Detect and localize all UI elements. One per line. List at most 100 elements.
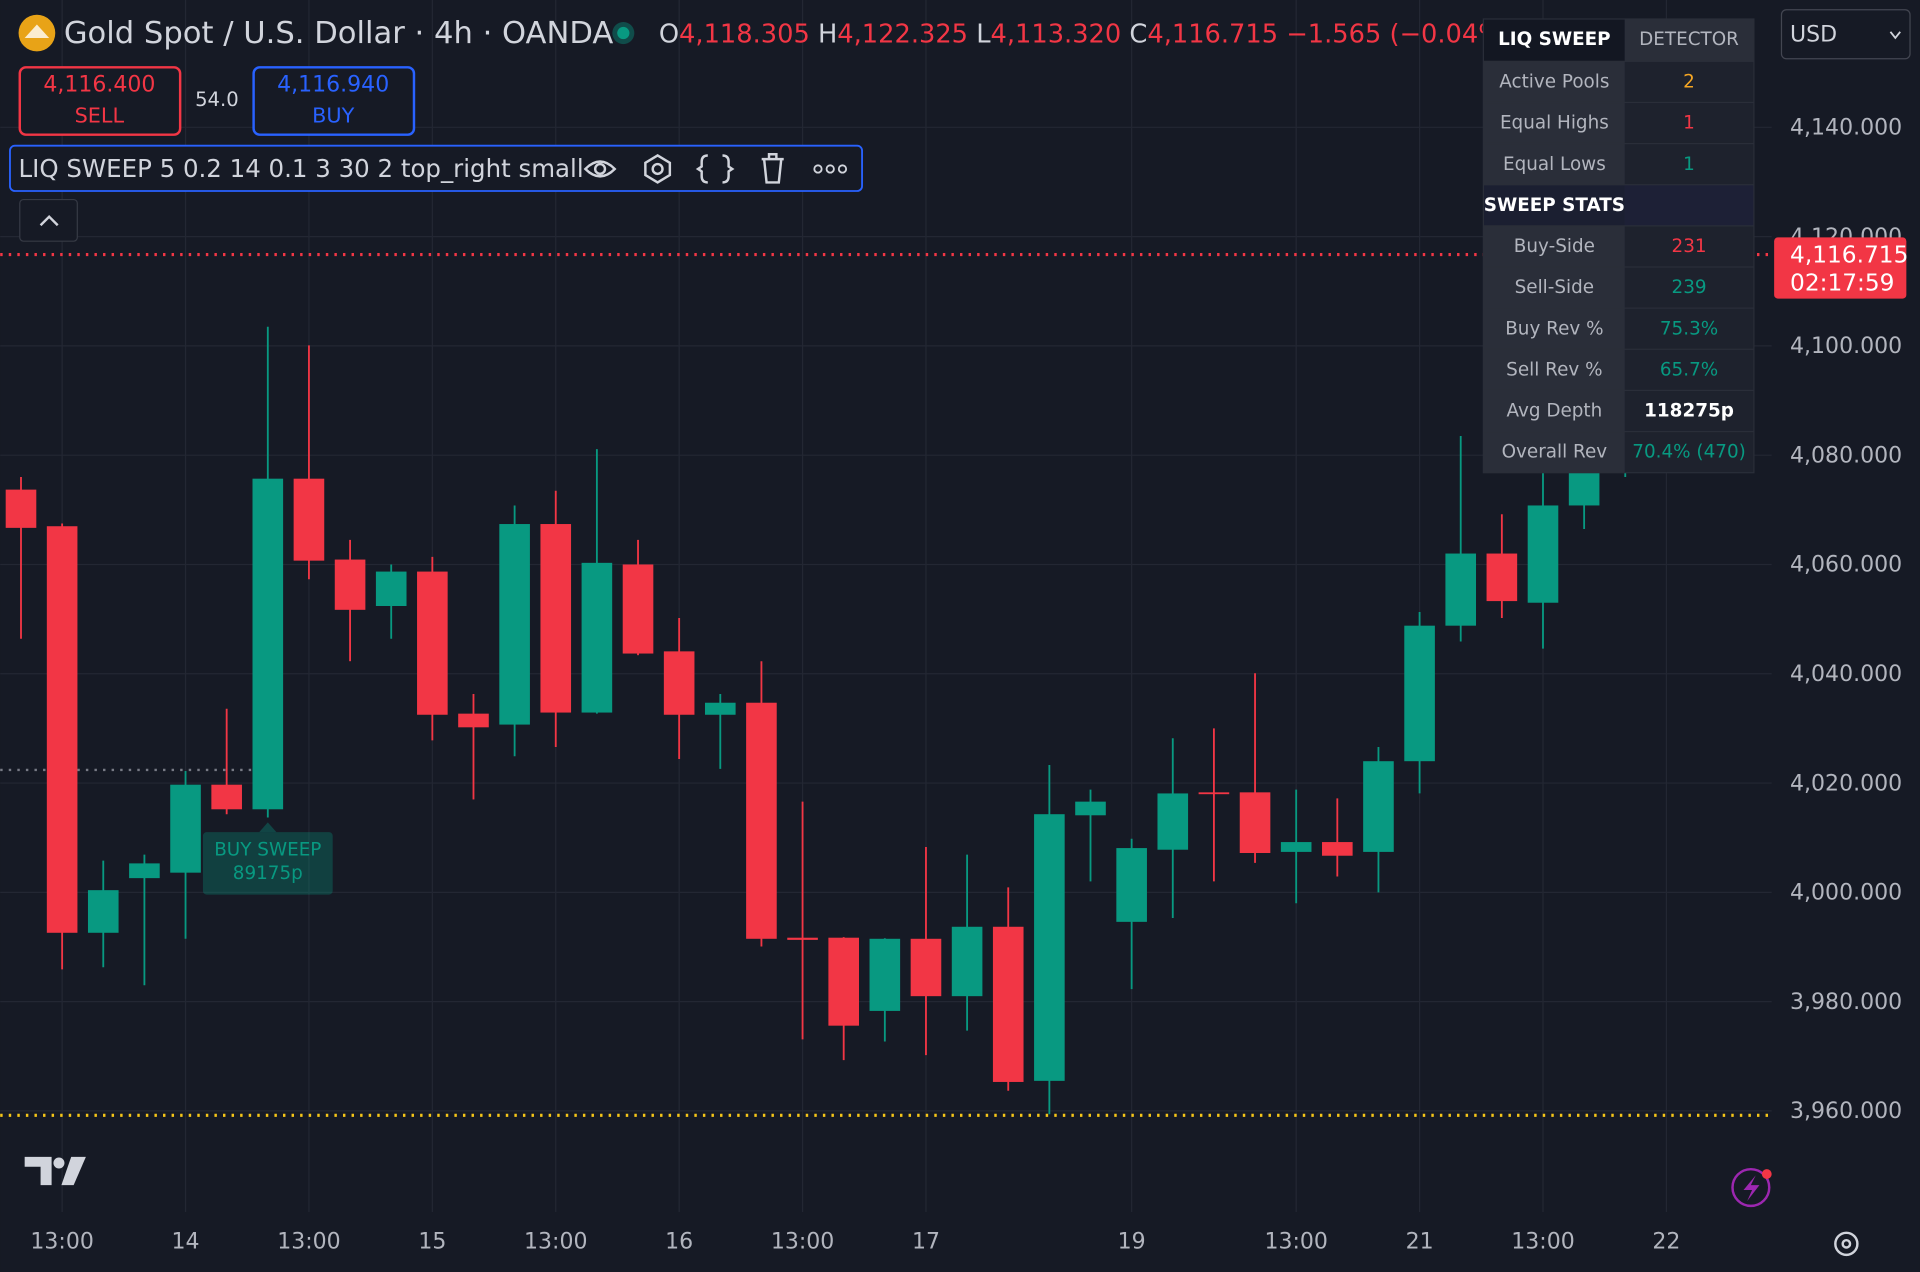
candle-body — [46, 526, 78, 933]
panel-cell — [1624, 185, 1754, 226]
candle-body — [992, 926, 1024, 1082]
x-tick-label: 13:00 — [771, 1230, 834, 1255]
sell-button[interactable]: 4,116.400 SELL — [18, 66, 182, 136]
panel-cell — [1483, 144, 1625, 185]
x-tick-label: 13:00 — [524, 1230, 587, 1255]
candle-body — [252, 478, 284, 810]
buy-button-box[interactable] — [252, 66, 416, 136]
buy-button[interactable]: 4,116.940 BUY — [252, 66, 416, 136]
panel-row-value: 2 — [1683, 72, 1695, 93]
source-icon[interactable] — [695, 154, 735, 184]
y-tick-label: 4,020.000 — [1790, 771, 1902, 796]
candle-body — [746, 702, 777, 939]
currency-dropdown[interactable] — [1780, 9, 1911, 60]
lightning-icon[interactable] — [1731, 1167, 1771, 1208]
candle-body — [5, 489, 37, 528]
more-dot[interactable] — [813, 164, 823, 174]
panel-cell — [1624, 308, 1754, 349]
last-price-label: 4,116.715 — [1790, 241, 1908, 268]
candle-body — [787, 937, 818, 940]
indicator-icons[interactable] — [583, 153, 784, 184]
status-dot — [617, 26, 630, 40]
panel-cell — [1483, 349, 1625, 390]
panel-cell — [1624, 226, 1754, 267]
indicator-label[interactable]: LIQ SWEEP 5 0.2 14 0.1 3 30 2 top_right … — [19, 154, 584, 183]
panel-cell — [1483, 61, 1625, 102]
candle-body — [129, 863, 160, 879]
more-dot[interactable] — [825, 164, 835, 174]
settings-icon[interactable] — [644, 154, 672, 184]
eye-icon[interactable] — [593, 162, 607, 176]
countdown: 02:17:59 — [1790, 269, 1894, 296]
panel-subtitle: DETECTOR — [1639, 29, 1739, 50]
panel-title: LIQ SWEEP — [1498, 29, 1611, 50]
ohlc-change: −1.565 (−0.04%) — [1286, 19, 1512, 49]
x-tick-label: 21 — [1406, 1230, 1434, 1255]
dropdown-chevron[interactable] — [1889, 31, 1901, 40]
panel-cell — [1483, 19, 1625, 61]
sell-button-box[interactable] — [18, 66, 182, 136]
buy-label[interactable]: BUY — [312, 103, 354, 127]
candle-body — [458, 713, 489, 728]
symbol-logo-mark — [24, 24, 50, 38]
panel-row-value: 70.4% (470) — [1632, 442, 1746, 463]
collapse-icon[interactable] — [39, 214, 59, 227]
currency-label[interactable]: USD — [1790, 23, 1837, 48]
y-tick-label: 4,060.000 — [1790, 553, 1902, 578]
candle-body — [1280, 842, 1312, 852]
axis-settings-icon[interactable] — [1834, 1231, 1859, 1257]
annotation-text: 89175p — [233, 863, 303, 884]
candle-body — [1034, 814, 1065, 1081]
ohlc-value: 4,118.305 — [679, 19, 810, 49]
panel-row-label: SWEEP STATS — [1484, 195, 1625, 216]
candle-body — [1198, 792, 1230, 795]
x-tick-label: 19 — [1118, 1230, 1146, 1255]
panel-row-value: 1 — [1683, 113, 1695, 134]
candle-body — [1239, 792, 1271, 853]
ohlc-value: 4,113.320 — [991, 19, 1122, 49]
panel-cell — [1624, 391, 1754, 431]
panel-cell — [1483, 391, 1625, 431]
axes: 3,960.000 3,980.000 4,000.000 4,020.000 4,04… — [30, 116, 1908, 1255]
tv-logo — [24, 1156, 86, 1186]
sell-price[interactable]: 4,116.400 — [43, 73, 155, 98]
ohlc-value: 4,116.715 — [1147, 19, 1278, 49]
indicator-legend[interactable] — [9, 144, 863, 192]
eye-icon[interactable] — [583, 160, 617, 178]
candle-body — [622, 564, 654, 654]
panel-row-value: 1 — [1683, 154, 1695, 175]
candle-body — [1568, 471, 1600, 506]
more-icon[interactable] — [813, 164, 848, 174]
x-tick-label: 13:00 — [1511, 1230, 1574, 1255]
buy-price[interactable]: 4,116.940 — [277, 73, 389, 98]
candle-body — [663, 651, 695, 715]
y-tick-label: 4,000.000 — [1790, 881, 1902, 906]
stats-panel: LIQ SWEEP DETECTOR Active Pools 2 Equal High… — [1482, 18, 1755, 474]
tv-logo-part — [61, 1156, 86, 1186]
candle-body — [170, 784, 201, 873]
x-tick-label: 13:00 — [30, 1230, 93, 1255]
panel-row-label: Sell Rev % — [1506, 359, 1602, 380]
panel-cell — [1483, 185, 1625, 226]
candle-body — [417, 571, 448, 715]
collapse-button[interactable] — [19, 198, 78, 242]
delete-icon[interactable] — [761, 153, 784, 184]
sell-label[interactable]: SELL — [75, 103, 125, 127]
more-dot[interactable] — [837, 164, 848, 174]
panel-row-label: Avg Depth — [1506, 401, 1602, 422]
candle-body — [704, 702, 736, 715]
panel-row-label: Sell-Side — [1515, 277, 1594, 298]
settings-icon[interactable] — [651, 162, 664, 176]
panel-cell — [1624, 61, 1754, 102]
axis-settings-icon[interactable] — [1841, 1238, 1852, 1249]
candle-body — [334, 559, 366, 610]
x-tick-label: 13:00 — [277, 1230, 340, 1255]
panel-cell — [1483, 267, 1625, 308]
candle-body — [1075, 801, 1106, 816]
lightning-icon[interactable] — [1743, 1175, 1760, 1201]
ohlc-key: O — [659, 19, 679, 49]
panel-cell — [1483, 308, 1625, 349]
last-price-box — [1774, 237, 1907, 299]
